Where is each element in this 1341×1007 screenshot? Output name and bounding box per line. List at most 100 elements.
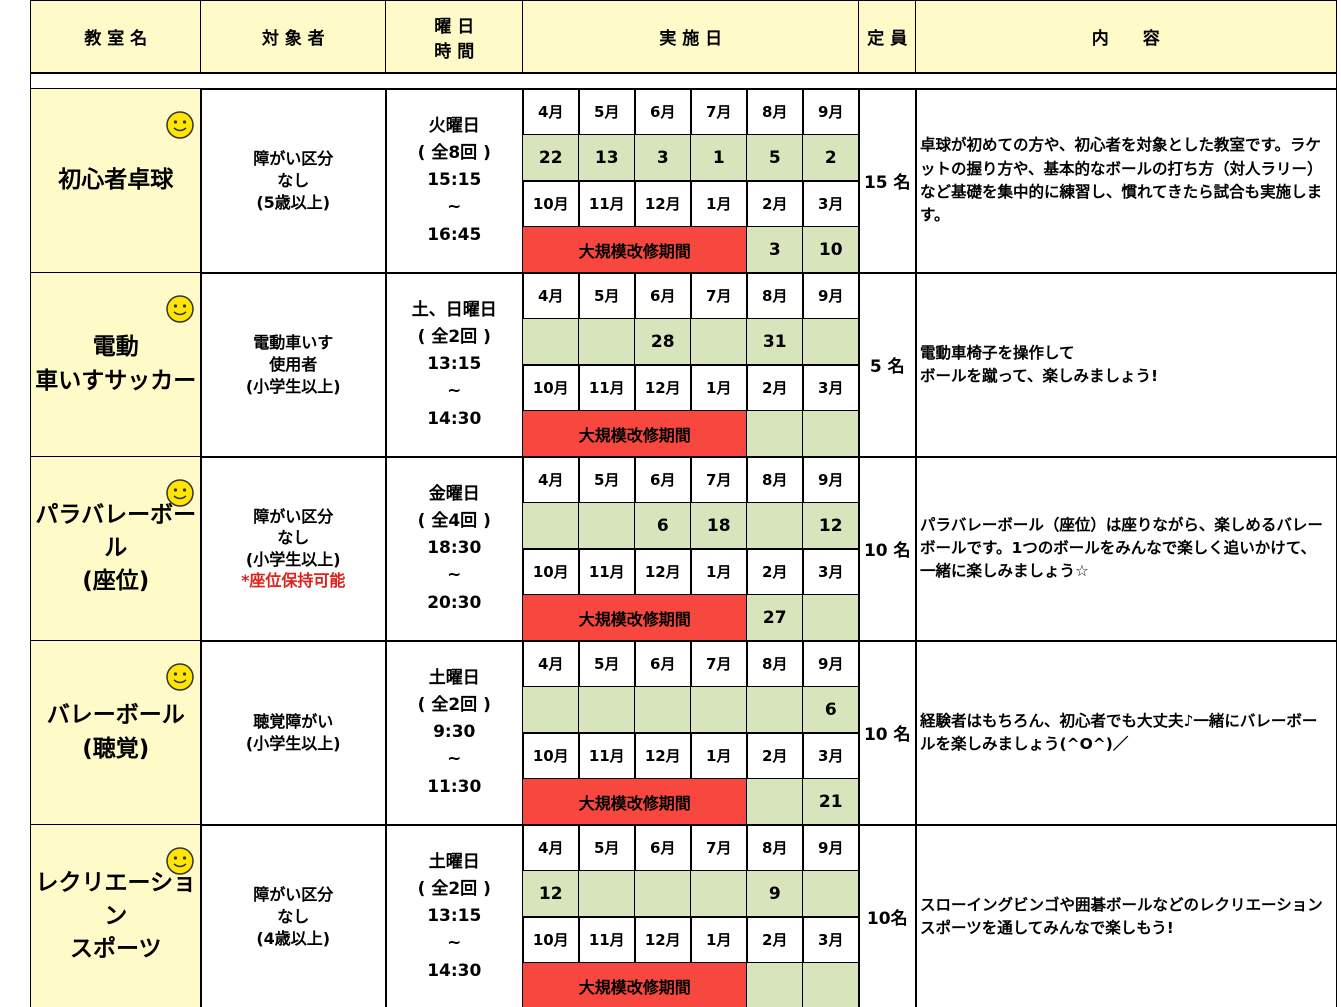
capacity-text: 15 名 xyxy=(863,173,911,194)
month-label: 4月 xyxy=(538,103,564,122)
date-value: 10 xyxy=(818,239,843,260)
date-cell xyxy=(690,870,748,918)
target-text: 聴覚障がい xyxy=(253,712,334,732)
date-cell xyxy=(802,594,860,642)
month-cell: 12月 xyxy=(634,364,692,412)
date-value: 3 xyxy=(768,239,781,260)
month-cell: 7月 xyxy=(690,640,748,688)
month-cell: 3月 xyxy=(802,180,860,228)
content-text: 経験者はもちろん、初心者でも大丈夫♪一緒にバレーボールを楽しみましょう(^O^)… xyxy=(920,711,1318,753)
closure-text: 大規模改修期間 xyxy=(578,425,691,445)
month-cell: 2月 xyxy=(746,916,804,964)
date-cell: 27 xyxy=(746,594,804,642)
month-cell: 1月 xyxy=(690,916,748,964)
schedule-text: ( 全2回 ) xyxy=(417,326,491,347)
date-cell: 21 xyxy=(802,778,860,826)
schedule-text: 14:30 xyxy=(427,408,482,429)
class-name: (聴覚) xyxy=(82,735,150,762)
month-label: 4月 xyxy=(538,655,564,674)
date-cell: 3 xyxy=(746,226,804,274)
date-cell xyxy=(746,410,804,458)
month-cell: 9月 xyxy=(802,456,860,504)
capacity-text: 10 名 xyxy=(863,541,911,562)
month-label: 3月 xyxy=(818,931,844,950)
capacity-text: 5 名 xyxy=(869,357,905,378)
content-text: スローイングビンゴや囲碁ボールなどのレクリエーションスポーツを通してみんなで楽し… xyxy=(920,895,1323,937)
month-cell: 6月 xyxy=(634,824,692,872)
month-label: 8月 xyxy=(762,839,788,858)
month-cell: 12月 xyxy=(634,548,692,596)
class-name: レクリエーション xyxy=(35,869,197,930)
month-cell: 2月 xyxy=(746,732,804,780)
class-name: 車いすサッカー xyxy=(35,367,197,394)
schedule-text: 9:30 xyxy=(433,722,476,743)
schedule-text: 11:30 xyxy=(427,776,482,797)
month-label: 8月 xyxy=(762,471,788,490)
date-value: 31 xyxy=(762,331,787,352)
date-cell: 9 xyxy=(746,870,804,918)
date-cell xyxy=(578,502,636,550)
month-label: 11月 xyxy=(588,747,625,766)
month-cell: 5月 xyxy=(578,456,636,504)
date-cell: 5 xyxy=(746,134,804,182)
capacity-cell: 10 名 xyxy=(858,640,917,826)
month-label: 12月 xyxy=(644,195,681,214)
month-cell: 8月 xyxy=(746,88,804,136)
schedule-cell: 火曜日 ( 全8回 ) 15:15 ~16:45 xyxy=(385,88,524,274)
month-cell: 4月 xyxy=(522,88,580,136)
month-cell: 4月 xyxy=(522,824,580,872)
schedule-text: ~ xyxy=(447,381,462,402)
target-text: (4歳以上) xyxy=(256,928,331,948)
month-label: 7月 xyxy=(706,103,732,122)
date-cell xyxy=(522,686,580,734)
month-label: 4月 xyxy=(538,287,564,306)
schedule-text: 土曜日 xyxy=(428,851,480,872)
header-cell: 対 象 者 xyxy=(200,0,387,74)
month-label: 5月 xyxy=(594,655,620,674)
header-cell: 教 室 名 xyxy=(30,0,202,74)
month-label: 1月 xyxy=(706,563,732,582)
month-cell: 6月 xyxy=(634,456,692,504)
closure-text: 大規模改修期間 xyxy=(578,793,691,813)
date-value: 18 xyxy=(706,515,731,536)
date-cell xyxy=(578,686,636,734)
month-cell: 12月 xyxy=(634,180,692,228)
closure-text: 大規模改修期間 xyxy=(578,977,691,997)
month-cell: 11月 xyxy=(578,180,636,228)
schedule-text: 13:15 xyxy=(427,906,482,927)
month-label: 6月 xyxy=(650,287,676,306)
month-label: 8月 xyxy=(762,287,788,306)
capacity-cell: 5 名 xyxy=(858,272,917,458)
month-cell: 3月 xyxy=(802,364,860,412)
target-text: 障がい区分 xyxy=(253,885,334,905)
month-cell: 10月 xyxy=(522,364,580,412)
content-cell: 卓球が初めての方や、初心者を対象とした教室です。ラケットの握り方や、基本的なボー… xyxy=(915,88,1337,274)
target-text: なし xyxy=(277,906,310,926)
smiley-icon xyxy=(166,479,194,507)
date-cell xyxy=(802,318,860,366)
month-cell: 12月 xyxy=(634,916,692,964)
target-text: (小学生以上) xyxy=(245,733,341,753)
month-label: 2月 xyxy=(762,747,788,766)
schedule-text: 15:15 xyxy=(427,170,482,191)
month-label: 2月 xyxy=(762,379,788,398)
header-text: 内 容 xyxy=(1091,29,1160,50)
month-cell: 8月 xyxy=(746,272,804,320)
month-label: 10月 xyxy=(532,379,569,398)
month-label: 11月 xyxy=(588,563,625,582)
target-cell: 障がい区分 なし (小学生以上) *座位保持可能 xyxy=(200,456,387,642)
month-cell: 10月 xyxy=(522,916,580,964)
month-cell: 2月 xyxy=(746,548,804,596)
date-cell: 10 xyxy=(802,226,860,274)
month-label: 12月 xyxy=(644,931,681,950)
month-cell: 7月 xyxy=(690,88,748,136)
date-value: 3 xyxy=(656,147,669,168)
date-cell xyxy=(802,410,860,458)
month-label: 7月 xyxy=(706,287,732,306)
date-value: 28 xyxy=(650,331,675,352)
capacity-cell: 10名 xyxy=(858,824,917,1007)
month-label: 3月 xyxy=(818,379,844,398)
month-cell: 6月 xyxy=(634,88,692,136)
target-note: *座位保持可能 xyxy=(241,571,346,591)
